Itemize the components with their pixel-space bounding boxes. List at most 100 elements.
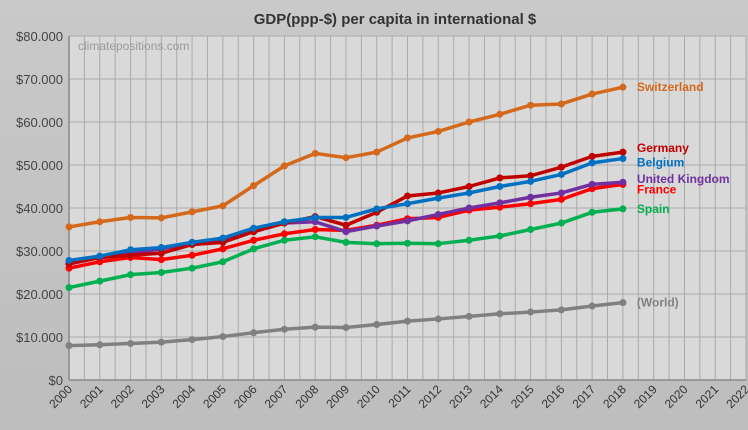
data-point [404, 317, 411, 325]
chart-title: GDP(ppp-$) per capita in international $ [254, 11, 537, 28]
data-point [373, 205, 381, 213]
x-tick-label: 2017 [569, 382, 598, 411]
data-point [404, 217, 411, 225]
data-point [527, 308, 535, 316]
data-point [342, 154, 350, 162]
data-point [588, 152, 596, 160]
data-point [404, 134, 411, 142]
data-point [250, 182, 258, 190]
data-point [465, 312, 473, 320]
data-point [280, 230, 288, 238]
x-tick-label: 2016 [539, 382, 568, 411]
data-point [280, 325, 288, 333]
data-point [496, 199, 504, 207]
y-tick-label: $0 [49, 373, 63, 388]
data-point [496, 110, 504, 118]
data-point [342, 221, 350, 229]
data-point [619, 83, 627, 91]
data-point [96, 341, 104, 349]
y-tick-label: $10.000 [16, 330, 63, 345]
data-point [157, 256, 165, 264]
data-point [157, 249, 165, 257]
x-tick-label: 2020 [662, 382, 691, 411]
series-label: Belgium [637, 156, 684, 170]
data-point [250, 329, 258, 337]
data-point [404, 200, 411, 208]
data-point [404, 239, 411, 247]
data-point [557, 195, 565, 203]
data-point [280, 162, 288, 170]
data-point [373, 321, 381, 329]
series-label: Spain [637, 202, 670, 216]
data-point [373, 222, 381, 230]
x-tick-label: 2022 [723, 382, 748, 411]
data-point [342, 228, 350, 236]
x-tick-label: 2003 [139, 382, 168, 411]
data-point [619, 178, 627, 186]
data-point [557, 189, 565, 197]
data-point [219, 234, 227, 242]
x-tick-label: 2018 [600, 382, 629, 411]
data-point [557, 306, 565, 314]
data-point [496, 310, 504, 318]
data-point [496, 183, 504, 190]
data-point [188, 251, 196, 259]
data-point [619, 148, 627, 156]
x-tick-label: 2014 [477, 382, 506, 411]
data-point [280, 218, 288, 226]
data-point [588, 208, 596, 216]
data-point [557, 170, 565, 178]
data-point [219, 333, 227, 341]
data-point [127, 213, 135, 221]
series-label: Germany [637, 141, 689, 155]
series-label: United Kingdom [637, 172, 730, 186]
data-point [434, 210, 442, 218]
data-point [311, 233, 319, 241]
data-point [496, 232, 504, 240]
data-point [373, 240, 381, 248]
data-point [311, 149, 319, 157]
y-tick-label: $30.000 [16, 244, 63, 259]
data-point [96, 252, 104, 260]
x-tick-label: 2001 [77, 382, 106, 411]
x-tick-label: 2005 [200, 382, 229, 411]
y-tick-label: $50.000 [16, 158, 63, 173]
data-point [619, 299, 627, 307]
data-point [527, 172, 535, 180]
y-tick-label: $40.000 [16, 201, 63, 216]
data-point [342, 324, 350, 332]
data-point [96, 277, 104, 285]
data-point [250, 245, 258, 253]
x-tick-label: 2012 [416, 382, 445, 411]
data-point [342, 213, 350, 221]
data-point [127, 271, 135, 279]
data-point [127, 246, 135, 254]
data-point [342, 238, 350, 246]
x-tick-label: 2011 [385, 382, 413, 410]
x-tick-label: 2008 [293, 382, 322, 411]
data-point [588, 180, 596, 188]
data-point [188, 238, 196, 246]
data-point [65, 223, 73, 231]
data-point [404, 192, 411, 200]
data-point [434, 189, 442, 197]
data-point [96, 218, 104, 226]
y-tick-label: $60.000 [16, 115, 63, 130]
x-tick-label: 2004 [169, 382, 198, 411]
data-point [434, 194, 442, 202]
data-point [465, 118, 473, 126]
data-point [127, 339, 135, 347]
y-tick-label: $70.000 [16, 72, 63, 87]
data-point [619, 155, 627, 163]
data-point [188, 208, 196, 216]
data-point [619, 205, 627, 213]
x-tick-label: 2002 [108, 382, 137, 411]
x-tick-label: 2007 [262, 382, 291, 411]
data-point [157, 269, 165, 276]
data-point [588, 302, 596, 310]
data-point [434, 315, 442, 323]
data-point [434, 127, 442, 135]
y-tick-label: $20.000 [16, 287, 63, 302]
data-point [65, 256, 73, 264]
